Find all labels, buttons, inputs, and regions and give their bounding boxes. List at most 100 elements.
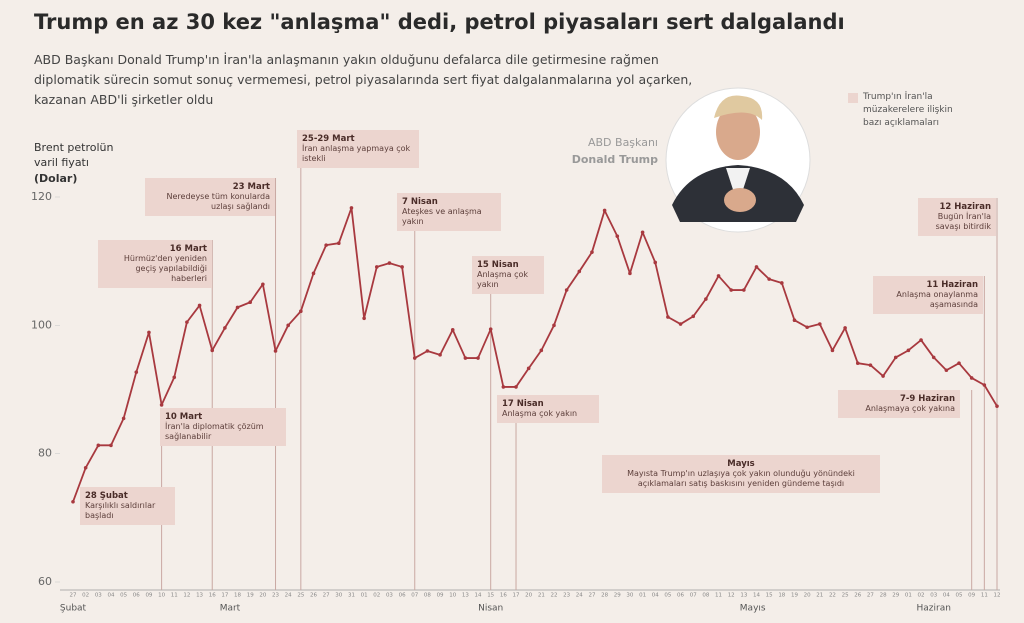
annotation-text: Neredeyse tüm konularda uzlaşı sağlandı (166, 192, 271, 211)
x-tick-label: 06 (133, 593, 140, 599)
annotation: 16 Mart Hürmüz'den yeniden geçiş yapılabi… (98, 240, 212, 288)
annotation-date: 23 Mart (232, 182, 270, 192)
annotation-date: 28 Şubat (85, 491, 128, 501)
price-point (969, 376, 974, 380)
price-point (261, 282, 265, 287)
price-point (982, 383, 987, 387)
legend-swatch (848, 93, 858, 103)
annotation-text: Anlaşma çok yakın (502, 409, 578, 418)
portrait-shirt (726, 168, 750, 205)
price-point (476, 356, 480, 360)
x-tick-label: 22 (829, 593, 836, 599)
x-tick-label: 08 (424, 593, 431, 599)
price-point (754, 265, 759, 269)
x-tick-label: 03 (386, 593, 393, 599)
annotation-text: Anlaşmaya çok yakına (865, 404, 955, 413)
price-point (906, 348, 911, 353)
x-tick-label: 05 (664, 593, 671, 599)
x-tick-label: 27 (70, 593, 77, 599)
x-tick-label: 17 (221, 593, 228, 599)
price-point (957, 361, 961, 365)
price-point (299, 309, 303, 314)
price-point (450, 328, 455, 332)
x-tick-label: 09 (968, 593, 975, 599)
x-tick-label: 23 (563, 593, 570, 599)
price-point (881, 374, 885, 378)
x-tick-label: 10 (158, 593, 165, 599)
x-tick-label: 17 (513, 593, 520, 599)
x-tick-label: 18 (234, 593, 241, 599)
x-tick-label: 14 (753, 593, 760, 599)
x-tick-label: 11 (981, 593, 988, 599)
price-point (931, 355, 936, 360)
x-tick-label: 07 (411, 593, 418, 599)
x-tick-label: 16 (209, 593, 216, 599)
annotation-text: İran'la diplomatik çözüm sağlanabilir (165, 422, 264, 441)
annotation-text: Anlaşma çok yakın (477, 270, 528, 289)
annotation-date: 7-9 Haziran (899, 394, 955, 404)
price-point (893, 355, 898, 360)
x-tick-label: 26 (310, 593, 317, 599)
x-tick-label: 19 (791, 593, 798, 599)
x-tick-label: 20 (804, 593, 811, 599)
annotation: 17 Nisan Anlaşma çok yakın (497, 395, 599, 423)
month-label: Şubat (60, 604, 87, 614)
price-point (134, 370, 139, 374)
annotation: 7-9 Haziran Anlaşmaya çok yakına (838, 390, 960, 418)
x-tick-label: 06 (677, 593, 684, 599)
annotation-date: 17 Nisan (502, 399, 544, 409)
annotation-text: Hürmüz'den yeniden geçiş yapılabildiği h… (123, 254, 207, 283)
price-point (96, 443, 101, 448)
month-label: Haziran (916, 604, 950, 614)
price-point (248, 300, 253, 305)
price-point (729, 288, 733, 292)
month-label: Mart (220, 604, 241, 614)
price-point (273, 349, 278, 353)
annotation: 10 Mart İran'la diplomatik çözüm sağlanab… (160, 408, 286, 446)
price-point (526, 366, 531, 371)
price-point (210, 348, 215, 353)
x-tick-label: 12 (183, 593, 190, 599)
x-tick-label: 29 (892, 593, 899, 599)
x-tick-label: 01 (905, 593, 912, 599)
x-tick-label: 05 (120, 593, 127, 599)
price-point (615, 234, 620, 238)
price-point (805, 325, 809, 330)
price-point (463, 356, 468, 360)
price-point (185, 320, 189, 324)
y-tick-label: 120 (31, 190, 52, 203)
price-point (109, 443, 113, 448)
x-tick-label: 28 (601, 593, 608, 599)
x-tick-label: 16 (500, 593, 507, 599)
x-tick-label: 15 (487, 593, 494, 599)
x-tick-label: 13 (462, 593, 469, 599)
x-tick-label: 12 (994, 593, 1001, 599)
x-tick-label: 21 (816, 593, 823, 599)
annotation-date: 7 Nisan (402, 197, 438, 207)
annotation: 12 Haziran Bugün İran'la savaşı bitirdik (918, 198, 996, 236)
annotation-date: 15 Nisan (477, 260, 519, 270)
x-tick-label: 03 (930, 593, 937, 599)
price-point (792, 318, 797, 323)
price-point (223, 326, 227, 330)
x-tick-label: 19 (247, 593, 254, 599)
x-tick-label: 20 (259, 593, 266, 599)
x-tick-label: 04 (943, 593, 950, 599)
annotation-text: İran anlaşma yapmaya çok istekli (302, 144, 411, 163)
x-tick-label: 04 (107, 593, 114, 599)
x-tick-label: 02 (918, 593, 925, 599)
price-point (843, 326, 847, 330)
annotation-date: 10 Mart (165, 412, 203, 422)
portrait-hands (724, 188, 756, 212)
price-point (767, 277, 771, 281)
price-point (830, 348, 835, 353)
x-tick-label: 18 (778, 593, 785, 599)
price-point (121, 416, 126, 421)
price-point (159, 403, 164, 407)
price-point (564, 288, 569, 292)
x-tick-label: 27 (867, 593, 874, 599)
price-point (868, 363, 873, 367)
x-tick-label: 27 (323, 593, 330, 599)
x-tick-label: 20 (525, 593, 532, 599)
x-tick-label: 02 (373, 593, 380, 599)
